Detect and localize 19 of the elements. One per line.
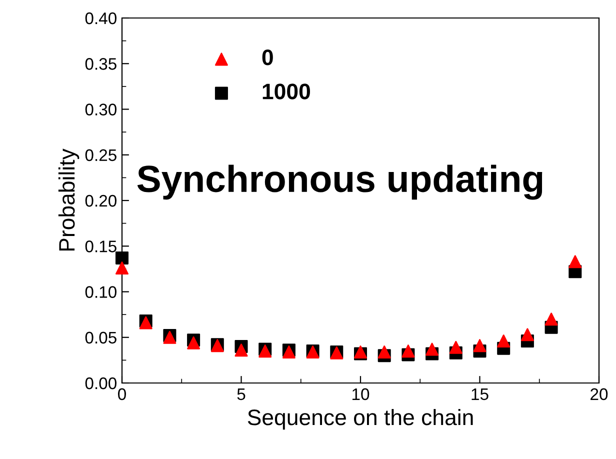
- x-tick-label: 0: [118, 388, 126, 400]
- y-tick-label: 0.10: [85, 286, 116, 298]
- y-tick-label: 0.05: [85, 332, 116, 344]
- y-tick-label: 0.00: [85, 377, 116, 390]
- x-tick-label: 20: [590, 388, 608, 400]
- y-axis-title: Probability: [58, 148, 80, 251]
- x-tick-label: 15: [472, 388, 488, 400]
- legend-label: 1000: [262, 84, 310, 100]
- y-tick-label: 0.25: [85, 149, 116, 162]
- y-tick-label: 0.40: [85, 12, 116, 24]
- x-tick-label: 10: [352, 388, 370, 400]
- annotation: Synchronous updating: [137, 164, 542, 200]
- x-axis-title: Sequence on the chain: [248, 408, 473, 430]
- x-tick-label: 5: [237, 388, 246, 400]
- y-tick-label: 0.30: [85, 104, 116, 116]
- y-tick-label: 0.35: [85, 58, 116, 70]
- y-tick-label: 0.20: [85, 194, 116, 207]
- y-tick-label: 0.15: [85, 240, 116, 252]
- legend-label: 0: [262, 50, 273, 66]
